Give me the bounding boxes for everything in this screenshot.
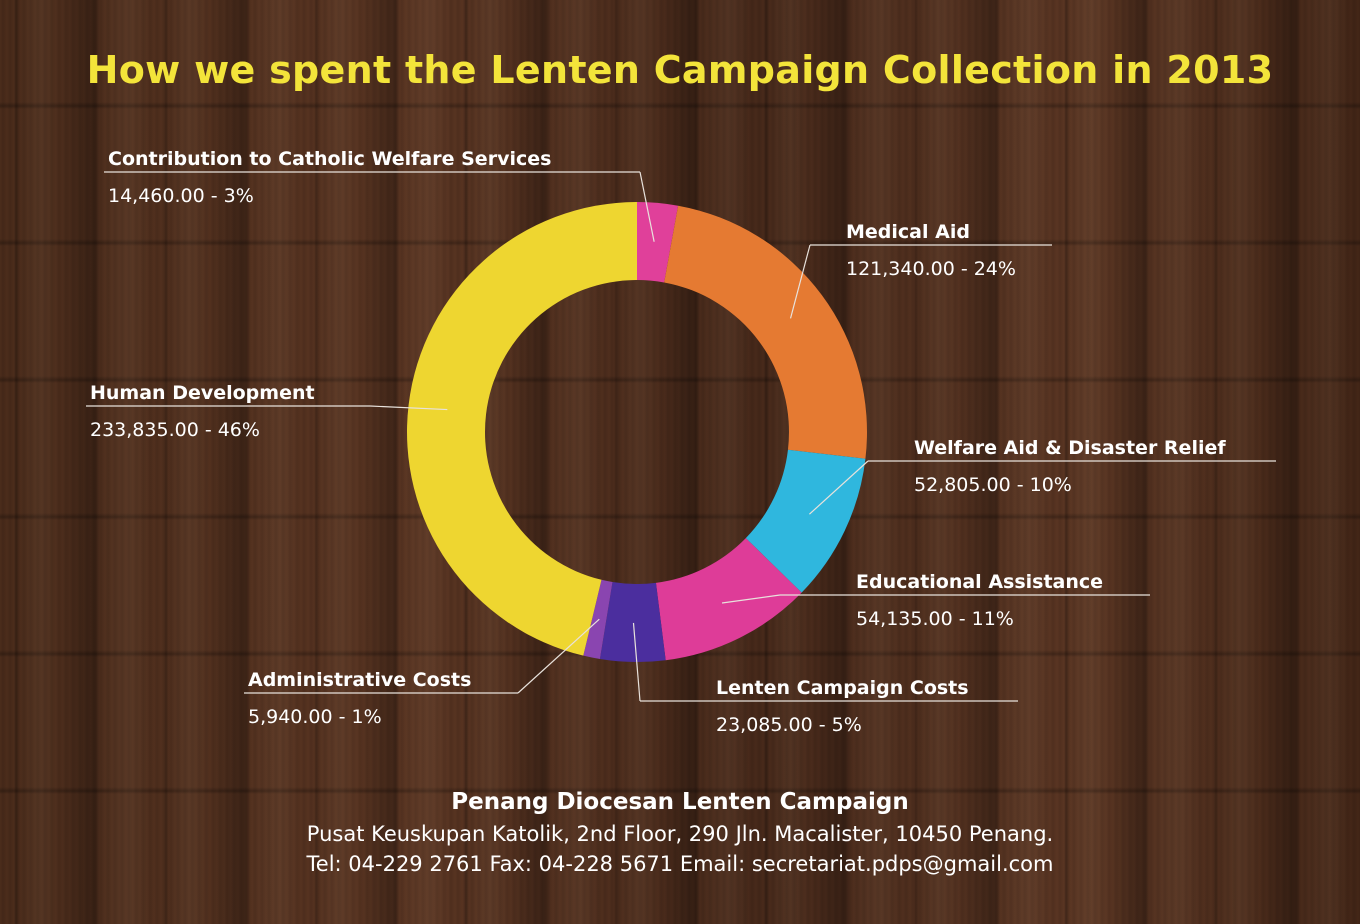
footer-contact: Tel: 04-229 2761 Fax: 04-228 5671 Email:…	[306, 852, 1054, 876]
slice-value-administrative-costs: 5,940.00 - 1%	[248, 706, 382, 728]
slice-value-welfare-aid-and-disaster-relief: 52,805.00 - 10%	[914, 474, 1072, 496]
slice-educational-assistance	[655, 538, 802, 661]
footer-organization: Penang Diocesan Lenten Campaign	[451, 789, 909, 815]
slice-medical-aid	[664, 205, 867, 459]
leader-line-administrative-costs	[517, 618, 600, 694]
slice-contribution-to-catholic-welfare-services	[637, 202, 679, 283]
slice-value-educational-assistance: 54,135.00 - 11%	[856, 608, 1014, 630]
slice-value-medical-aid: 121,340.00 - 24%	[846, 258, 1016, 280]
leader-line-human-development	[369, 405, 448, 411]
slice-lenten-campaign-costs	[599, 582, 666, 662]
slice-label-welfare-aid-and-disaster-relief: Welfare Aid & Disaster Relief	[914, 437, 1226, 459]
slice-value-human-development: 233,835.00 - 46%	[90, 419, 260, 441]
leader-line-lenten-campaign-costs	[632, 622, 641, 702]
chart-title: How we spent the Lenten Campaign Collect…	[86, 48, 1274, 92]
leader-line-welfare-aid-and-disaster-relief	[809, 460, 869, 515]
slice-label-contribution-to-catholic-welfare-services: Contribution to Catholic Welfare Service…	[108, 148, 551, 170]
slice-value-contribution-to-catholic-welfare-services: 14,460.00 - 3%	[108, 185, 254, 207]
slice-label-lenten-campaign-costs: Lenten Campaign Costs	[716, 677, 969, 699]
leader-line-medical-aid	[789, 244, 811, 319]
slice-human-development	[407, 202, 637, 656]
slice-label-medical-aid: Medical Aid	[846, 221, 970, 243]
footer-address: Pusat Keuskupan Katolik, 2nd Floor, 290 …	[306, 822, 1054, 846]
slice-value-lenten-campaign-costs: 23,085.00 - 5%	[716, 714, 862, 736]
slice-label-human-development: Human Development	[90, 382, 315, 404]
slice-administrative-costs	[583, 579, 613, 659]
slice-welfare-aid-and-disaster-relief	[745, 449, 866, 593]
slice-label-educational-assistance: Educational Assistance	[856, 571, 1103, 593]
slice-label-administrative-costs: Administrative Costs	[248, 669, 471, 691]
leader-line-contribution-to-catholic-welfare-services	[639, 171, 655, 242]
leader-line-educational-assistance	[721, 594, 781, 604]
